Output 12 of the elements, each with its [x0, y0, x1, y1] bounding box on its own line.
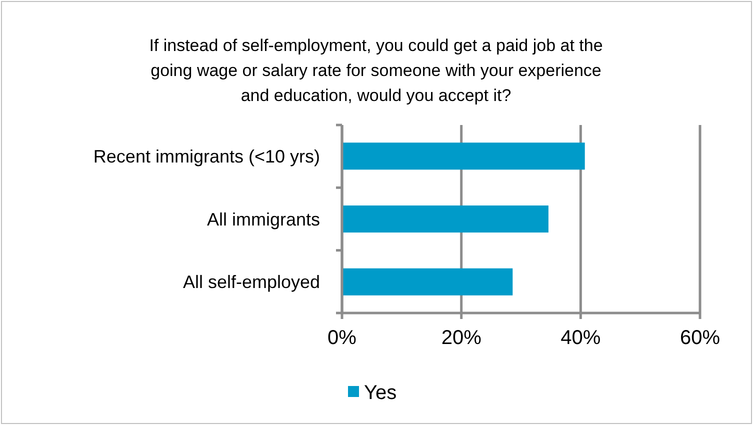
x-tick-label: 60% [680, 327, 720, 349]
x-tick-label: 40% [560, 327, 601, 349]
x-tick-label: 20% [441, 327, 482, 349]
y-tick-label: All immigrants [206, 209, 320, 230]
bar [342, 268, 513, 296]
bar [342, 205, 548, 233]
x-tick-label: 0% [328, 327, 357, 349]
y-tick-label: Recent immigrants (<10 yrs) [93, 146, 320, 166]
legend-label: Yes [364, 382, 397, 404]
chart-title: If instead of self-employment, you could get a paid job at the going wage or salary rate for someone with your experience and education, would you accept it? [149, 36, 603, 105]
bar [342, 142, 585, 170]
y-tick-label: All self-employed [182, 272, 320, 292]
